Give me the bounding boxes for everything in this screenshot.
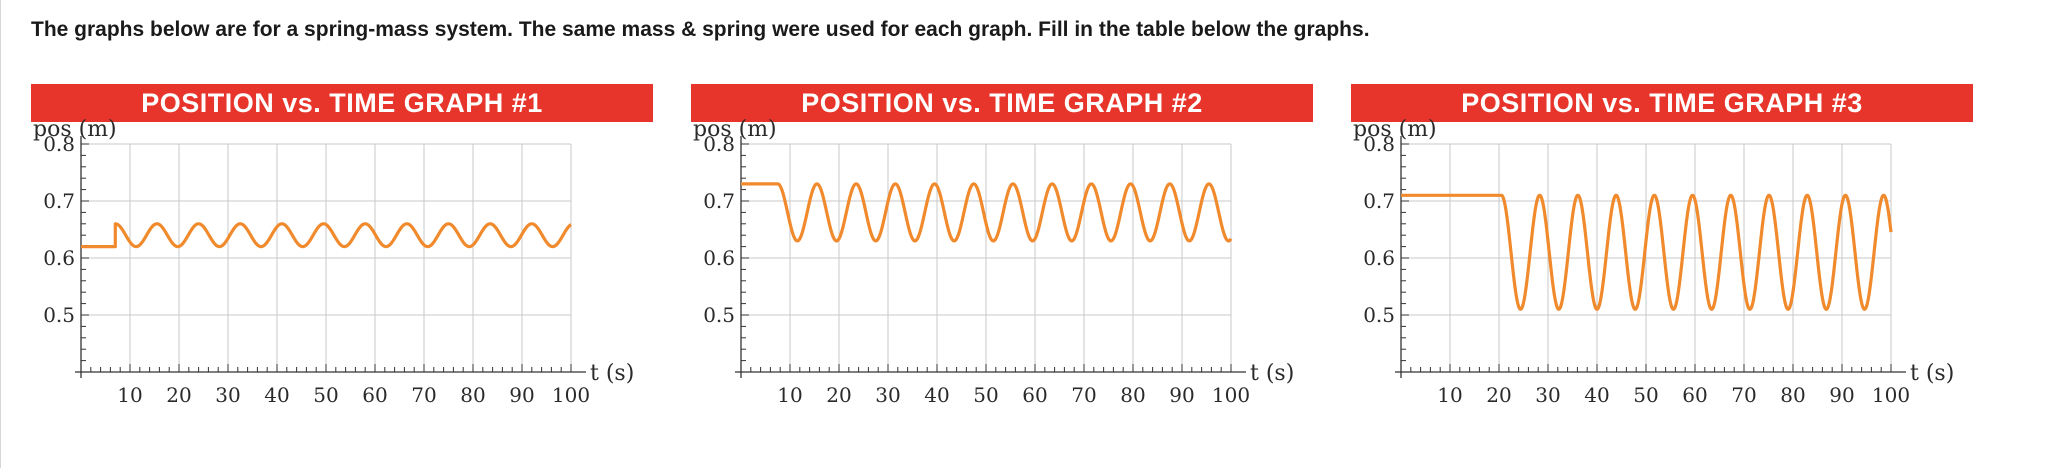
position-time-plot: pos (m) 0.5 0.6 0.7 0.8 10 20 30 40 50 60 70 80 90 100… — [1353, 117, 1954, 407]
x-tick-label: 10 — [117, 383, 142, 407]
y-tick-label: 0.6 — [703, 246, 735, 270]
position-time-plot: pos (m) 0.5 0.6 0.7 0.8 10 20 30 40 50 60 70 80 90 100… — [693, 117, 1294, 407]
x-tick-label: 90 — [509, 383, 534, 407]
x-tick-label: 20 — [826, 383, 851, 407]
y-tick-label: 0.8 — [703, 132, 735, 156]
y-tick-label: 0.7 — [43, 189, 75, 213]
x-tick-label: 40 — [1584, 383, 1609, 407]
x-tick-label: 90 — [1169, 383, 1194, 407]
graph-title: POSITION vs. TIME GRAPH #1 — [31, 84, 653, 122]
x-tick-label: 10 — [1437, 383, 1462, 407]
instructions-text: The graphs below are for a spring-mass s… — [31, 18, 1370, 41]
x-tick-label: 80 — [460, 383, 485, 407]
x-tick-label: 10 — [777, 383, 802, 407]
y-tick-label: 0.5 — [43, 303, 75, 327]
graph-title: POSITION vs. TIME GRAPH #2 — [691, 84, 1313, 122]
y-tick-label: 0.6 — [43, 246, 75, 270]
x-axis-label: t (s) — [590, 361, 634, 386]
graph-title: POSITION vs. TIME GRAPH #3 — [1351, 84, 1973, 122]
position-time-plot: pos (m) 0.5 0.6 0.7 0.8 10 20 30 40 50 60 70 80 90 100… — [33, 117, 634, 407]
x-tick-label: 70 — [1071, 383, 1096, 407]
graph-panel-3: POSITION vs. TIME GRAPH #3 pos (m) 0.5 0.6… — [1351, 84, 1991, 468]
x-tick-label: 50 — [973, 383, 998, 407]
x-tick-label: 60 — [362, 383, 387, 407]
y-axis-label: pos (m) — [693, 117, 777, 142]
x-tick-label: 100 — [552, 383, 590, 407]
y-tick-label: 0.7 — [1363, 189, 1395, 213]
y-tick-label: 0.5 — [703, 303, 735, 327]
x-tick-label: 40 — [924, 383, 949, 407]
position-curve — [1401, 193, 1893, 311]
y-axis-label: pos (m) — [33, 117, 117, 142]
x-tick-label: 100 — [1212, 383, 1250, 407]
x-tick-label: 70 — [1731, 383, 1756, 407]
position-curve — [81, 222, 573, 249]
x-tick-label: 70 — [411, 383, 436, 407]
x-tick-label: 60 — [1022, 383, 1047, 407]
y-tick-label: 0.5 — [1363, 303, 1395, 327]
x-tick-label: 80 — [1120, 383, 1145, 407]
x-tick-label: 60 — [1682, 383, 1707, 407]
x-axis-label: t (s) — [1250, 361, 1294, 386]
y-tick-label: 0.8 — [1363, 132, 1395, 156]
x-axis-label: t (s) — [1910, 361, 1954, 386]
x-tick-label: 20 — [166, 383, 191, 407]
x-tick-label: 100 — [1872, 383, 1910, 407]
x-tick-label: 30 — [1535, 383, 1560, 407]
y-tick-label: 0.7 — [703, 189, 735, 213]
x-tick-label: 80 — [1780, 383, 1805, 407]
x-tick-label: 50 — [1633, 383, 1658, 407]
y-axis-label: pos (m) — [1353, 117, 1437, 142]
x-tick-label: 50 — [313, 383, 338, 407]
graph-panel-1: POSITION vs. TIME GRAPH #1 pos (m) 0.5 0.6… — [31, 84, 671, 468]
x-tick-label: 30 — [875, 383, 900, 407]
x-tick-label: 90 — [1829, 383, 1854, 407]
y-tick-label: 0.6 — [1363, 246, 1395, 270]
x-tick-label: 20 — [1486, 383, 1511, 407]
graph-panel-2: POSITION vs. TIME GRAPH #2 pos (m) 0.5 0.6… — [691, 84, 1331, 468]
position-curve — [741, 182, 1233, 243]
x-tick-label: 30 — [215, 383, 240, 407]
x-tick-label: 40 — [264, 383, 289, 407]
y-tick-label: 0.8 — [43, 132, 75, 156]
